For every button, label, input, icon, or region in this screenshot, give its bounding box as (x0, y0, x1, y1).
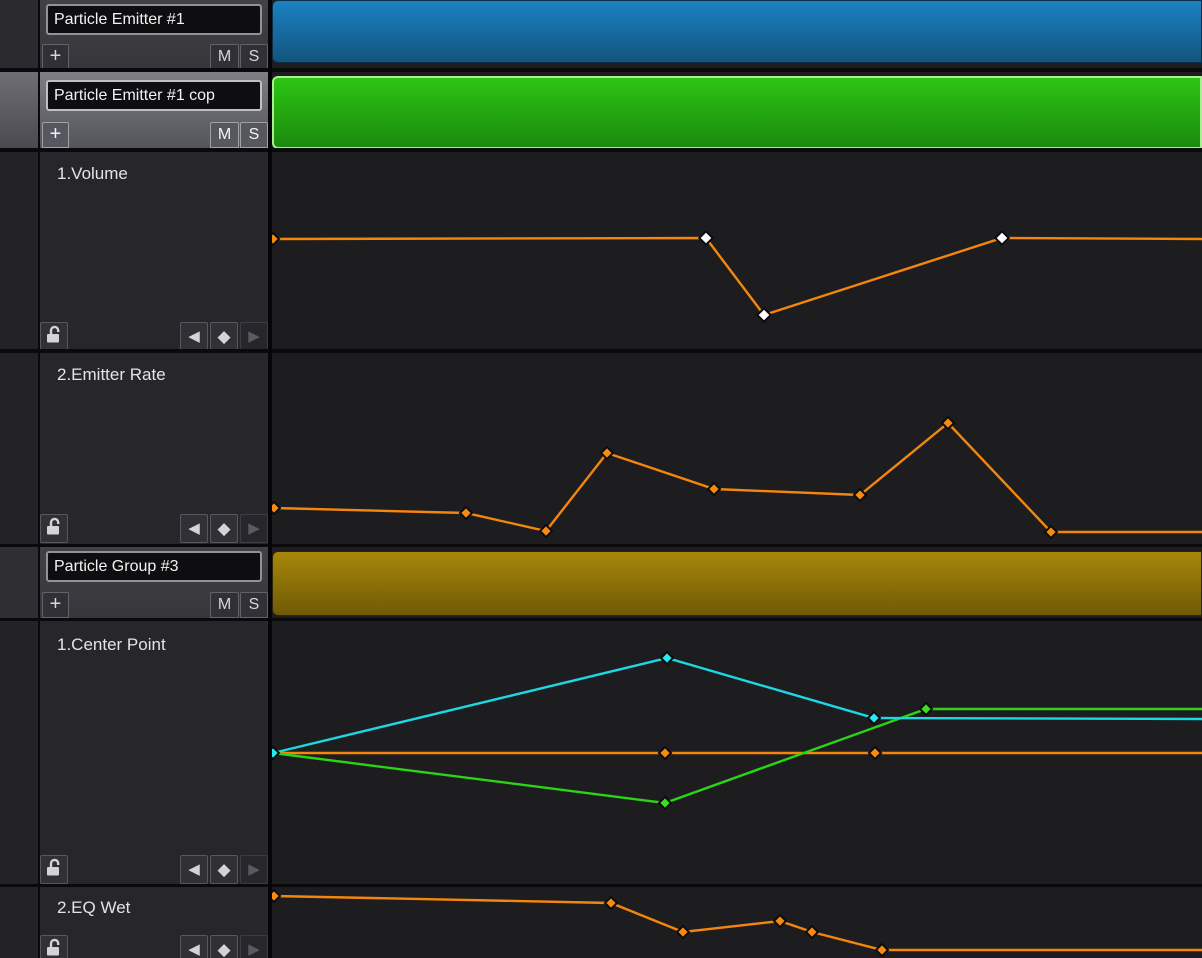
divider (0, 618, 1202, 621)
lane-center-point-next-key-button[interactable]: ▶ (240, 855, 268, 884)
lane-emitter-rate-insert-key-button[interactable]: ◆ (210, 514, 238, 543)
track2-add-lane-button[interactable]: + (42, 122, 69, 148)
keyframe-point[interactable] (852, 487, 868, 503)
lane-volume-label: 1.Volume (57, 164, 128, 183)
lane-volume-insert-key-button[interactable]: ◆ (210, 322, 238, 351)
track3-add-lane-button[interactable]: + (42, 592, 69, 618)
track3-mute-button[interactable]: M (210, 592, 239, 618)
lane-emitter-rate-next-key-button[interactable]: ▶ (240, 514, 268, 543)
lane-volume-next-key-button[interactable]: ▶ (240, 322, 268, 351)
timeline-area (272, 0, 1202, 958)
keyframe-point[interactable] (804, 924, 820, 940)
lane-emitter-rate-header (40, 353, 268, 544)
track1-name-input[interactable] (46, 4, 262, 35)
track3-solo-button[interactable]: S (240, 592, 268, 618)
lane-emitter-rate-lock-button[interactable] (40, 514, 68, 543)
keyframe-point[interactable] (867, 745, 883, 761)
track1-color-strip (0, 0, 38, 68)
lane-eq-wet-curve-canvas[interactable] (272, 887, 1202, 958)
track1-solo-button[interactable]: S (240, 44, 268, 70)
keyframe-point[interactable] (272, 231, 281, 247)
keyframe-point[interactable] (874, 942, 890, 958)
keyframe-point[interactable] (657, 745, 673, 761)
divider (0, 68, 1202, 72)
lane-emitter-rate-prev-key-button[interactable]: ◀ (180, 514, 208, 543)
automation-curve (273, 894, 1202, 952)
automation-curve (272, 656, 1202, 755)
lane-center-point-insert-key-button[interactable]: ◆ (210, 855, 238, 884)
track1-mute-button[interactable]: M (210, 44, 239, 70)
track2-mute-button[interactable]: M (210, 122, 239, 148)
lane-eq-wet-next-key-button[interactable]: ▶ (240, 935, 268, 958)
divider (0, 349, 1202, 353)
lane-eq-wet-label: 2.EQ Wet (57, 898, 131, 917)
lane-center-point-label: 1.Center Point (57, 635, 166, 654)
track2-color-strip (0, 72, 38, 148)
automation-curve (273, 421, 1202, 534)
track2-name-input[interactable] (46, 80, 262, 111)
automation-curve (272, 236, 1202, 317)
lock-open-icon (47, 858, 60, 876)
lane-eq-wet-prev-key-button[interactable]: ◀ (180, 935, 208, 958)
keyframe-point[interactable] (697, 229, 715, 247)
keyframe-point[interactable] (993, 229, 1011, 247)
lock-open-icon (47, 325, 60, 343)
track3-name-input[interactable] (46, 551, 262, 582)
divider (38, 0, 40, 958)
keyframe-point[interactable] (599, 445, 615, 461)
divider (0, 884, 1202, 887)
track1-add-lane-button[interactable]: + (42, 44, 69, 70)
lane-center-point-prev-key-button[interactable]: ◀ (180, 855, 208, 884)
track3-clip[interactable] (272, 551, 1202, 616)
keyframe-point[interactable] (772, 913, 788, 929)
lane-volume-lock-button[interactable] (40, 322, 68, 351)
lane-center-point-lock-button[interactable] (40, 855, 68, 884)
keyframe-point[interactable] (458, 505, 474, 521)
keyframe-point[interactable] (918, 701, 934, 717)
lane-emitter-rate-label: 2.Emitter Rate (57, 365, 166, 384)
keyframe-point[interactable] (272, 888, 282, 904)
track2-solo-button[interactable]: S (240, 122, 268, 148)
track2-clip[interactable] (272, 76, 1202, 149)
keyframe-point[interactable] (272, 500, 282, 516)
keyframe-point[interactable] (675, 924, 691, 940)
keyframe-point[interactable] (1043, 524, 1059, 540)
lane-eq-wet-insert-key-button[interactable]: ◆ (210, 935, 238, 958)
lane-center-point-header (40, 621, 268, 884)
keyframe-point[interactable] (659, 650, 675, 666)
divider (0, 544, 1202, 547)
keyframe-point[interactable] (657, 795, 673, 811)
keyframe-point[interactable] (706, 481, 722, 497)
keyframe-point[interactable] (603, 895, 619, 911)
lane-eq-wet-lock-button[interactable] (40, 935, 68, 958)
lock-open-icon (47, 517, 60, 535)
track1-clip[interactable] (272, 0, 1202, 63)
automation-curve (272, 707, 1202, 805)
lane-volume-header (40, 152, 268, 349)
lock-open-icon (47, 938, 60, 956)
keyframe-point[interactable] (755, 306, 773, 324)
lane-volume-prev-key-button[interactable]: ◀ (180, 322, 208, 351)
keyframe-point[interactable] (940, 415, 956, 431)
divider (268, 0, 272, 958)
lane-volume-curve-canvas[interactable] (272, 148, 1202, 349)
divider (0, 148, 1202, 152)
track3-color-strip (0, 547, 38, 618)
keyframe-point[interactable] (272, 745, 281, 761)
track-color-column (0, 0, 38, 958)
lane-emitter-rate-curve-canvas[interactable] (272, 353, 1202, 544)
lane-center-point-curve-canvas[interactable] (272, 621, 1202, 884)
keyframe-point[interactable] (866, 710, 882, 726)
keyframe-point[interactable] (538, 523, 554, 539)
